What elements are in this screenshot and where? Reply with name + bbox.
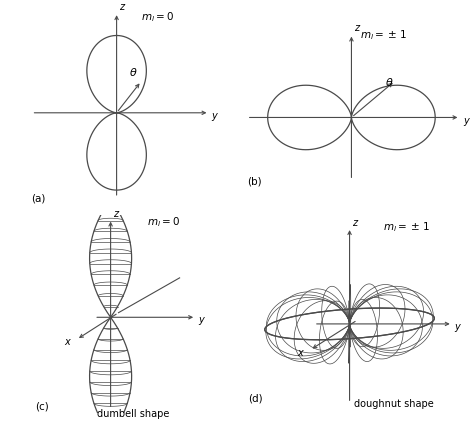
Text: (a): (a) <box>32 194 46 204</box>
Text: x: x <box>297 348 303 357</box>
Text: $m_l=0$: $m_l=0$ <box>141 10 174 24</box>
Text: doughnut shape: doughnut shape <box>354 399 433 409</box>
Text: $\theta$: $\theta$ <box>385 76 393 88</box>
Text: (d): (d) <box>248 394 263 404</box>
Text: $m_l=\pm\,1$: $m_l=\pm\,1$ <box>383 220 430 234</box>
Text: $\theta$: $\theta$ <box>129 66 137 78</box>
Text: $m_l=0$: $m_l=0$ <box>147 215 180 229</box>
Text: (c): (c) <box>35 401 49 411</box>
Text: y: y <box>198 315 204 325</box>
Text: y: y <box>454 322 460 332</box>
Text: y: y <box>212 111 218 121</box>
Text: z: z <box>119 2 124 12</box>
Text: z: z <box>352 218 357 228</box>
Text: $m_l=\pm\,1$: $m_l=\pm\,1$ <box>360 28 407 42</box>
Text: y: y <box>463 116 469 126</box>
Text: (b): (b) <box>247 176 261 187</box>
Text: z: z <box>113 209 118 219</box>
Text: dumbell shape: dumbell shape <box>98 409 170 419</box>
Text: x: x <box>64 337 70 347</box>
Text: z: z <box>354 23 359 33</box>
